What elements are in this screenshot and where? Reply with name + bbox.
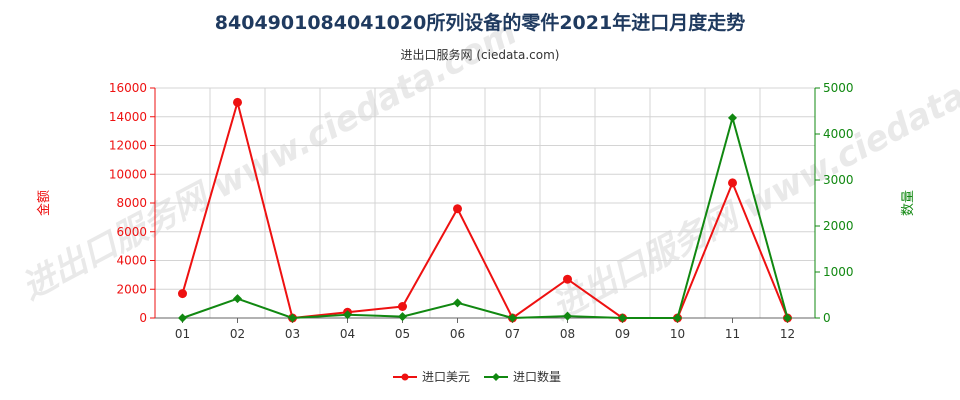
series-point-usd [728, 178, 737, 188]
y-left-tick-label: 2000 [116, 282, 147, 296]
series-point-qty [398, 312, 407, 322]
x-tick-label: 03 [285, 327, 300, 341]
y-right-tick-label: 5000 [823, 81, 854, 95]
x-tick-label: 12 [780, 327, 795, 341]
x-tick-label: 10 [670, 327, 685, 341]
y-left-tick-label: 14000 [109, 110, 147, 124]
y-left-tick-label: 4000 [116, 254, 147, 268]
legend-entry: 进口美元 [422, 370, 470, 384]
y-left-tick-label: 16000 [109, 81, 147, 95]
y-right-tick-label: 4000 [823, 127, 854, 141]
y-right-tick-label: 2000 [823, 219, 854, 233]
x-tick-label: 08 [560, 327, 575, 341]
series-point-qty [178, 313, 187, 323]
series-point-qty [783, 313, 792, 323]
series-point-usd [233, 97, 242, 107]
y-left-tick-label: 12000 [109, 139, 147, 153]
series-point-qty [618, 313, 627, 323]
y-right-tick-label: 0 [823, 311, 831, 325]
y-left-tick-label: 0 [139, 311, 147, 325]
series-point-qty [453, 298, 462, 308]
y-right-axis-label: 数量 [901, 190, 916, 216]
series-point-qty [563, 311, 572, 321]
y-left-axis-label: 金额 [36, 190, 52, 216]
y-right-tick-label: 1000 [823, 265, 854, 279]
series-point-qty [343, 310, 352, 320]
series-point-qty [508, 313, 517, 323]
series-point-usd [453, 204, 462, 214]
y-left-tick-label: 6000 [116, 225, 147, 239]
series-point-qty [288, 313, 297, 323]
x-tick-label: 11 [725, 327, 740, 341]
series-point-usd [563, 274, 572, 284]
legend-swatch-marker [492, 373, 500, 381]
y-right-tick-label: 3000 [823, 173, 854, 187]
y-left-tick-label: 10000 [109, 167, 147, 181]
series-point-usd [178, 289, 187, 299]
series-line-0 [181, 98, 789, 320]
x-tick-label: 05 [395, 327, 410, 341]
series-point-usd [398, 302, 407, 311]
x-tick-label: 07 [505, 327, 520, 341]
x-tick-label: 09 [615, 327, 630, 341]
y-left-tick-label: 8000 [116, 196, 147, 210]
series-point-qty [673, 313, 682, 323]
x-tick-label: 06 [450, 327, 465, 341]
series-point-qty [728, 113, 737, 123]
x-tick-label: 02 [230, 327, 245, 341]
x-tick-label: 01 [175, 327, 190, 341]
series-point-qty [233, 294, 242, 304]
chart-subtitle: 进出口服务网 (ciedata.com) [400, 48, 560, 62]
series-line-1 [182, 114, 789, 320]
x-tick-label: 04 [340, 327, 355, 341]
legend-entry: 进口数量 [513, 369, 561, 384]
chart-title: 8404901084041020所列设备的零件2021年进口月度走势 [214, 12, 746, 34]
legend-swatch-marker [401, 373, 409, 381]
